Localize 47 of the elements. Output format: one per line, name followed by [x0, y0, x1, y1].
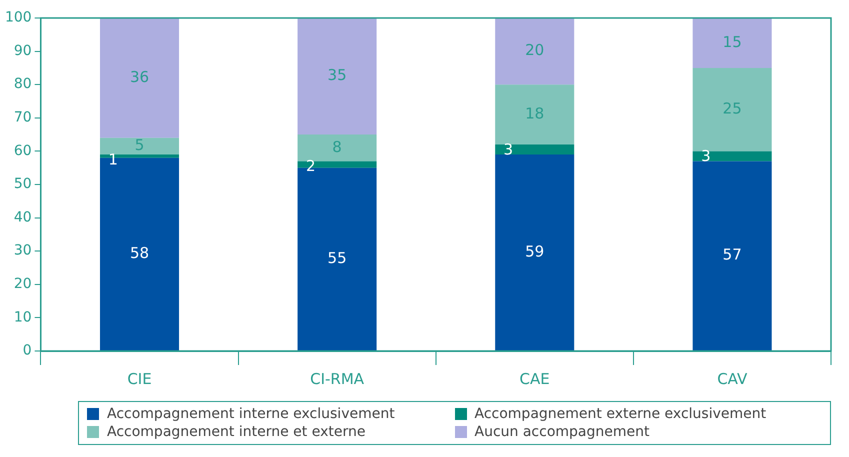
bar	[495, 144, 574, 155]
x-tick-label: CIE	[127, 370, 152, 388]
y-tick-label: 40	[14, 209, 32, 226]
legend-label: Accompagnement interne et externe	[107, 424, 366, 440]
data-label: 2	[306, 157, 316, 176]
data-label: 55	[328, 249, 347, 268]
bar	[495, 18, 574, 85]
data-label: 20	[525, 41, 544, 60]
y-tick-label: 10	[14, 309, 32, 326]
y-tick-label: 0	[22, 342, 32, 359]
legend-label: Accompagnement externe exclusivement	[474, 406, 766, 422]
bar	[692, 68, 772, 152]
x-tick-label: CI-RMA	[310, 370, 365, 388]
data-label: 3	[701, 147, 711, 166]
bar	[298, 18, 377, 135]
bar	[100, 138, 180, 155]
y-tick-label: 100	[4, 10, 32, 26]
bar	[100, 18, 180, 138]
x-tick-label: CAV	[717, 370, 748, 388]
y-tick-label: 70	[14, 110, 32, 126]
x-tick-label: CAE	[520, 370, 550, 388]
bar	[692, 151, 772, 162]
legend-label: Aucun accompagnement	[474, 424, 650, 440]
data-label: 58	[130, 244, 150, 262]
bar	[495, 154, 574, 350]
data-label: 15	[722, 32, 742, 51]
data-label: 3	[504, 140, 514, 158]
data-label: 36	[130, 68, 150, 86]
data-label: 59	[525, 242, 544, 260]
y-tick-label: 60	[14, 142, 32, 159]
legend-label: Accompagnement interne exclusivement	[107, 406, 395, 422]
bar	[692, 18, 772, 68]
y-tick-label: 50	[14, 176, 32, 192]
y-tick-label: 30	[14, 242, 32, 259]
data-label: 35	[328, 66, 347, 84]
data-label: 18	[525, 104, 544, 122]
bar	[298, 134, 377, 162]
bar	[692, 161, 772, 350]
y-tick-label: 90	[14, 42, 32, 59]
data-label: 5	[134, 136, 144, 154]
y-tick-label: 80	[14, 76, 32, 92]
y-tick-label: 20	[14, 276, 32, 292]
data-label: 8	[332, 138, 342, 156]
data-label: 1	[108, 150, 118, 168]
data-label: 57	[722, 246, 742, 264]
data-label: 25	[722, 99, 742, 118]
bar	[495, 84, 574, 145]
